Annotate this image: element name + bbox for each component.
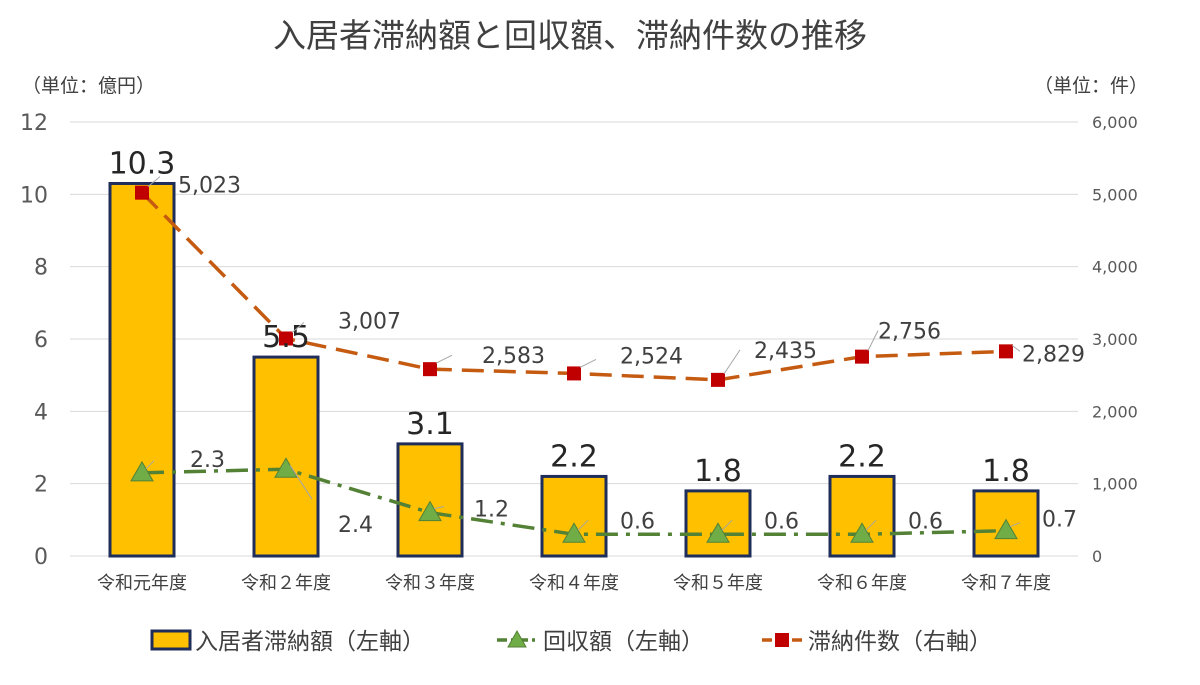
count-point <box>567 366 581 381</box>
data-labels: 10.3 5.5 3.1 2.2 1.8 2.2 1.8 2.3 2.4 1.2 0.6 0.6 0.6… <box>109 146 1085 538</box>
right-tick-label: 1,000 <box>1092 475 1138 494</box>
left-axis-ticks: 0 2 4 6 8 10 12 <box>20 111 48 570</box>
left-tick-label: 4 <box>34 400 48 425</box>
count-value-label: 5,023 <box>178 174 241 199</box>
left-tick-label: 12 <box>20 111 48 136</box>
collection-value-label: 0.7 <box>1042 508 1077 533</box>
leader-line <box>435 354 453 364</box>
leader-line <box>579 358 597 368</box>
right-axis-unit: （単位：件） <box>1034 75 1148 97</box>
leader-line <box>867 330 879 351</box>
collection-value-label: 0.6 <box>908 509 943 534</box>
legend-count-marker <box>775 633 789 647</box>
legend-label: 入居者滞納額（左軸） <box>195 629 425 655</box>
leader-line <box>865 519 877 531</box>
legend-collection-marker <box>507 629 527 648</box>
collection-point <box>562 522 586 543</box>
gridlines <box>70 121 1078 557</box>
bar-value-label: 1.8 <box>694 454 742 489</box>
leader-line <box>289 464 313 500</box>
left-axis-unit: （単位：億円） <box>22 75 155 97</box>
bar <box>396 442 464 558</box>
count-point <box>279 331 293 346</box>
category-label: 令和３年度 <box>385 573 475 594</box>
leader-line <box>1009 522 1021 528</box>
legend-bar-swatch <box>150 629 192 651</box>
bar-value-label: 10.3 <box>109 146 176 181</box>
category-label: 令和元年度 <box>97 573 187 594</box>
collection-point <box>706 522 730 543</box>
right-tick-label: 2,000 <box>1092 402 1138 421</box>
leader-line <box>1011 344 1021 352</box>
left-tick-label: 0 <box>34 545 48 570</box>
count-point <box>423 362 437 377</box>
right-tick-label: 3,000 <box>1092 330 1138 349</box>
collection-point <box>418 500 442 522</box>
leader-line <box>145 460 155 470</box>
chart-title: 入居者滞納額と回収額、滞納件数の推移 <box>273 16 867 55</box>
right-tick-label: 0 <box>1092 547 1102 566</box>
left-tick-label: 10 <box>20 183 48 208</box>
collection-point <box>994 518 1018 540</box>
category-label: 令和７年度 <box>961 573 1051 594</box>
count-value-label: 2,524 <box>620 344 683 369</box>
bar <box>828 474 896 558</box>
left-tick-label: 8 <box>34 256 48 281</box>
bar-value-label: 1.8 <box>982 454 1030 489</box>
count-value-label: 3,007 <box>338 309 401 334</box>
collection-line-series <box>130 457 1018 543</box>
leader-line <box>433 506 445 510</box>
leader-line <box>577 519 589 531</box>
bar-value-label: 3.1 <box>406 407 454 442</box>
count-point <box>711 372 725 387</box>
category-label: 令和２年度 <box>241 573 331 594</box>
left-tick-label: 6 <box>34 328 48 353</box>
collection-value-label: 0.6 <box>764 509 799 534</box>
collection-point <box>850 522 874 543</box>
category-label: 令和６年度 <box>817 573 907 594</box>
bar <box>252 355 320 558</box>
legend-label: 回収額（左軸） <box>543 629 704 655</box>
legend: 入居者滞納額（左軸） 回収額（左軸） 滞納件数（右軸） <box>150 629 992 655</box>
count-point <box>135 185 149 200</box>
collection-value-label: 2.3 <box>190 448 225 473</box>
bar <box>108 181 176 558</box>
leader-line <box>147 176 161 188</box>
leader-line <box>291 322 305 333</box>
collection-value-label: 1.2 <box>474 498 509 523</box>
category-label: 令和４年度 <box>529 573 619 594</box>
count-value-label: 2,829 <box>1022 342 1085 367</box>
bar-value-label: 5.5 <box>262 320 310 355</box>
right-tick-label: 6,000 <box>1092 113 1138 132</box>
collection-point <box>130 460 154 482</box>
bar-value-label: 2.2 <box>838 439 886 474</box>
category-axis: 令和元年度 令和２年度 令和３年度 令和４年度 令和５年度 令和６年度 令和７年度 <box>97 573 1051 594</box>
leader-line <box>721 519 733 531</box>
bar <box>540 474 608 558</box>
leader-line <box>723 349 741 375</box>
bar-series <box>108 181 1040 558</box>
left-tick-label: 2 <box>34 473 48 498</box>
legend-label: 滞納件数（右軸） <box>808 629 992 655</box>
count-point <box>855 349 869 364</box>
count-line-series <box>135 185 1013 387</box>
right-axis-ticks: 0 1,000 2,000 3,000 4,000 5,000 6,000 <box>1092 113 1138 566</box>
collection-value-label: 0.6 <box>620 509 655 534</box>
collection-value-label: 2.4 <box>338 513 373 538</box>
right-tick-label: 4,000 <box>1092 258 1138 277</box>
count-value-label: 2,435 <box>754 339 817 364</box>
count-point <box>999 344 1013 359</box>
right-tick-label: 5,000 <box>1092 185 1138 204</box>
count-value-label: 2,756 <box>878 320 941 345</box>
bar-value-label: 2.2 <box>550 439 598 474</box>
category-label: 令和５年度 <box>673 573 763 594</box>
count-value-label: 2,583 <box>482 344 545 369</box>
